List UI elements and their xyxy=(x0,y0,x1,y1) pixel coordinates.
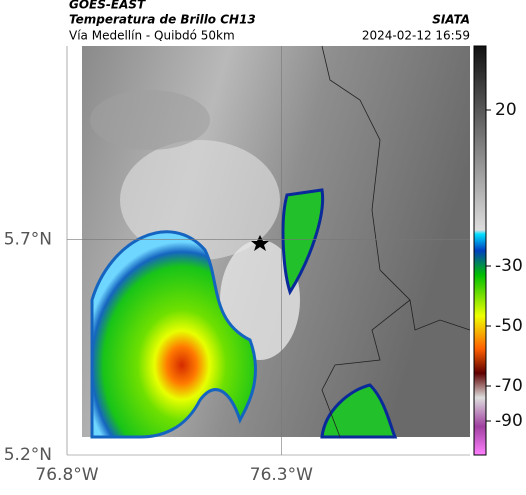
colorbar-tick-label: -70 xyxy=(495,376,523,396)
map-image xyxy=(67,45,471,455)
x-tick-label: 76.3°W xyxy=(250,465,313,485)
source: SIATA xyxy=(432,13,470,27)
timestamp: 2024-02-12 16:59 xyxy=(362,29,470,43)
colorbar xyxy=(473,45,487,456)
title: GOES-EAST xyxy=(69,0,146,12)
colorbar-tick-label: -50 xyxy=(495,316,523,336)
y-tick-label: 5.7°N xyxy=(4,230,52,250)
colorbar-tick-label: -30 xyxy=(495,256,523,276)
region: Vía Medellín - Quibdó 50km xyxy=(69,29,235,43)
colorbar-tick-label: -90 xyxy=(495,411,523,431)
subtitle: Temperatura de Brillo CH13 xyxy=(69,13,256,27)
colorbar-tick-label: 20 xyxy=(495,100,517,120)
x-tick-label: 76.8°W xyxy=(35,465,98,485)
y-tick-label: 5.2°N xyxy=(4,445,52,465)
